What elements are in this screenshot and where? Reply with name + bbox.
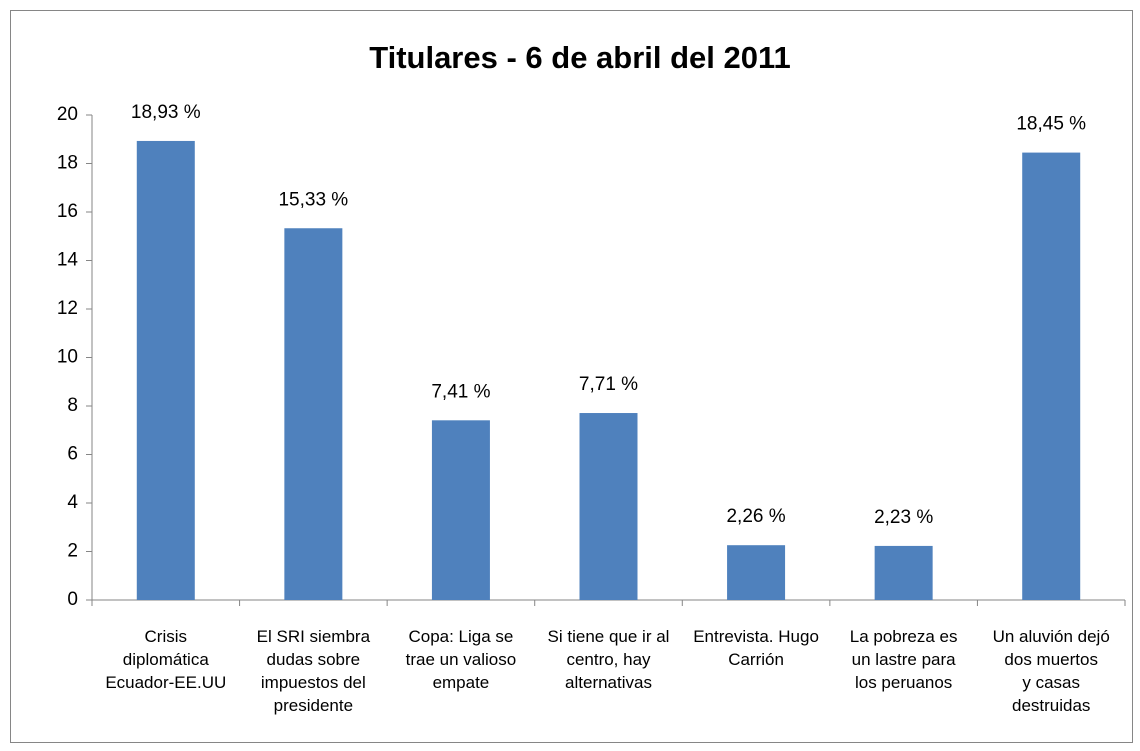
data-label: 2,26 % [726,506,785,527]
chart-title: Titulares - 6 de abril del 2011 [369,40,791,75]
y-tick-label: 2 [67,541,78,562]
bar [1022,152,1081,600]
x-tick-label: Copa: Liga se trae un valioso empate [405,627,517,692]
y-tick-label: 10 [57,347,78,368]
y-tick-label: 8 [67,395,78,416]
data-label: 15,33 % [278,189,348,210]
y-tick-label: 20 [57,104,78,125]
bar [874,545,933,600]
x-tick-label: Crisis diplomática Ecuador-EE.UU [105,627,227,692]
bar [284,228,343,600]
bar [579,413,638,600]
data-label: 18,93 % [131,102,201,123]
bar [727,545,786,600]
y-tick-label: 14 [57,250,79,271]
data-label: 18,45 % [1016,114,1086,135]
bar [136,140,195,600]
data-label: 7,71 % [579,374,638,395]
bar [431,420,490,600]
x-tick-label: El SRI siembra dudas sobre impuestos del… [256,627,371,715]
y-tick-label: 6 [67,444,78,465]
y-tick-label: 12 [57,298,78,319]
y-tick-label: 4 [67,492,78,513]
y-tick-label: 0 [67,589,78,610]
data-label: 2,23 % [874,507,933,528]
x-tick-label: Un aluvión dejó dos muertos y casas dest… [992,627,1110,715]
data-label: 7,41 % [431,381,490,402]
x-tick-label: La pobreza es un lastre para los peruano… [849,627,958,692]
x-tick-label: Entrevista. Hugo Carrión [693,627,819,669]
x-tick-label: Si tiene que ir al centro, hay alternati… [547,627,670,692]
y-tick-label: 18 [57,153,78,174]
chart-frame [10,10,1133,743]
y-tick-label: 16 [57,201,78,222]
